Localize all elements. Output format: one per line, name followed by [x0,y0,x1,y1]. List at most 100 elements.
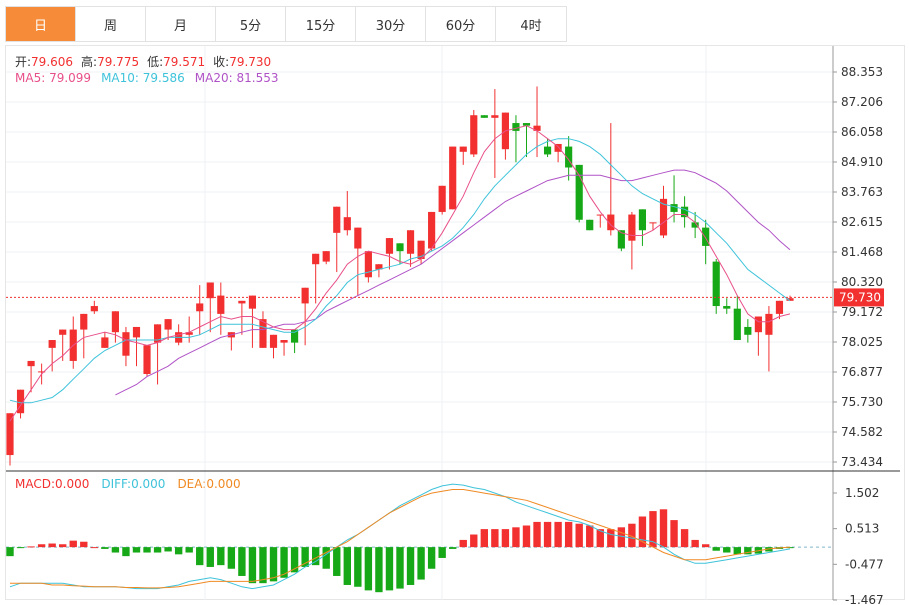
candle-body [48,340,56,348]
tab-3[interactable]: 5分 [216,7,286,41]
price-tick-label: 75.730 [841,395,883,409]
candle-body [786,298,794,301]
candle-body [723,306,731,309]
macd-bar [69,540,77,548]
macd-bar [596,529,604,548]
macd-bar [670,520,678,548]
candle-body [301,287,309,304]
dea-label: DEA: [177,477,207,491]
candle-body [659,198,668,236]
price-tick-label: 83.763 [841,185,883,199]
macd-bar [364,547,373,591]
current-price-label: 79.730 [839,290,881,304]
candle-body [565,146,573,168]
macd-bar [786,547,794,549]
macd-bar [649,511,657,548]
candle-body [6,413,14,456]
candle-body [396,243,404,252]
macd-bar [480,529,489,548]
tab-1[interactable]: 周 [76,7,146,41]
price-tick-label: 76.877 [841,365,883,379]
open-label: 开: [15,55,32,69]
macd-bar [122,547,130,557]
candle-body [607,214,615,231]
candle-body [364,251,372,278]
macd-bar [617,527,626,548]
candle-body [185,332,193,335]
candle-body [428,211,436,249]
macd-legend: MACD:0.000 DIFF:0.000 DEA:0.000 [15,477,241,491]
macd-bar [680,529,689,548]
macd-bar [143,547,151,553]
macd-bar [723,547,731,553]
macd-bar [6,547,14,557]
macd-bar [238,547,246,576]
candle-body [385,238,394,254]
tab-0[interactable]: 日 [6,7,76,41]
tab-5[interactable]: 30分 [356,7,426,41]
dea-value: 0.000 [206,477,241,491]
candle-body [617,230,625,249]
candle-body [206,282,214,299]
candle-body [449,146,457,210]
macd-bar [322,547,330,569]
macd-bar [37,544,46,548]
low-label: 低: [147,55,164,69]
macd-bar [196,547,204,566]
diff-line [9,483,791,590]
macd-value: 0.000 [55,477,90,491]
price-tick-label: 79.172 [841,305,883,319]
macd-bar [427,547,436,569]
macd-bar [111,547,120,553]
candle-body [164,319,172,330]
macd-bar [164,547,172,552]
macd-bar [206,547,214,567]
tab-4[interactable]: 15分 [286,7,356,41]
candle-body [375,264,383,270]
macd-bar [501,529,510,548]
candle-body [533,125,541,131]
candle-body [470,115,478,155]
macd-bar [375,547,383,593]
tab-2[interactable]: 月 [146,7,216,41]
candle-body [670,204,678,212]
macd-bar [301,547,309,567]
candle-body [343,217,351,231]
macd-bar [27,546,35,548]
candle-body [775,300,784,314]
ma20-line [115,169,791,396]
candle-body [543,146,552,155]
macd-bar [586,525,594,548]
ma-legend: MA5: 79.099 MA10: 79.586 MA20: 81.553 [15,71,278,85]
macd-bar [564,521,573,548]
ma5-value: 79.099 [49,71,92,85]
tab-7[interactable]: 4时 [520,18,542,34]
low-value: 79.571 [163,55,206,69]
macd-bar [575,523,583,548]
chart-frame [5,45,905,600]
macd-bar [90,547,99,549]
candle-body [438,185,446,212]
price-tick-label: 84.910 [841,155,883,169]
high-label: 高: [81,55,98,69]
macd-bar [354,547,362,587]
candle-body [491,115,499,118]
candle-body [733,308,741,341]
candle-body [628,214,636,241]
candle-body [269,334,278,348]
macd-bar [459,539,467,548]
candle-body [238,300,246,304]
candle-body [111,311,119,333]
macd-bar [638,516,647,548]
macd-bar [554,521,562,548]
candle-body [638,209,647,231]
candle-body [702,227,710,246]
candle-body [312,253,320,265]
macd-bar [659,509,668,548]
ma10-value: 79.586 [142,71,185,85]
macd-bar [543,521,552,548]
tab-6[interactable]: 60分 [426,7,496,41]
candle-body [649,222,657,224]
candle-body [291,329,299,343]
